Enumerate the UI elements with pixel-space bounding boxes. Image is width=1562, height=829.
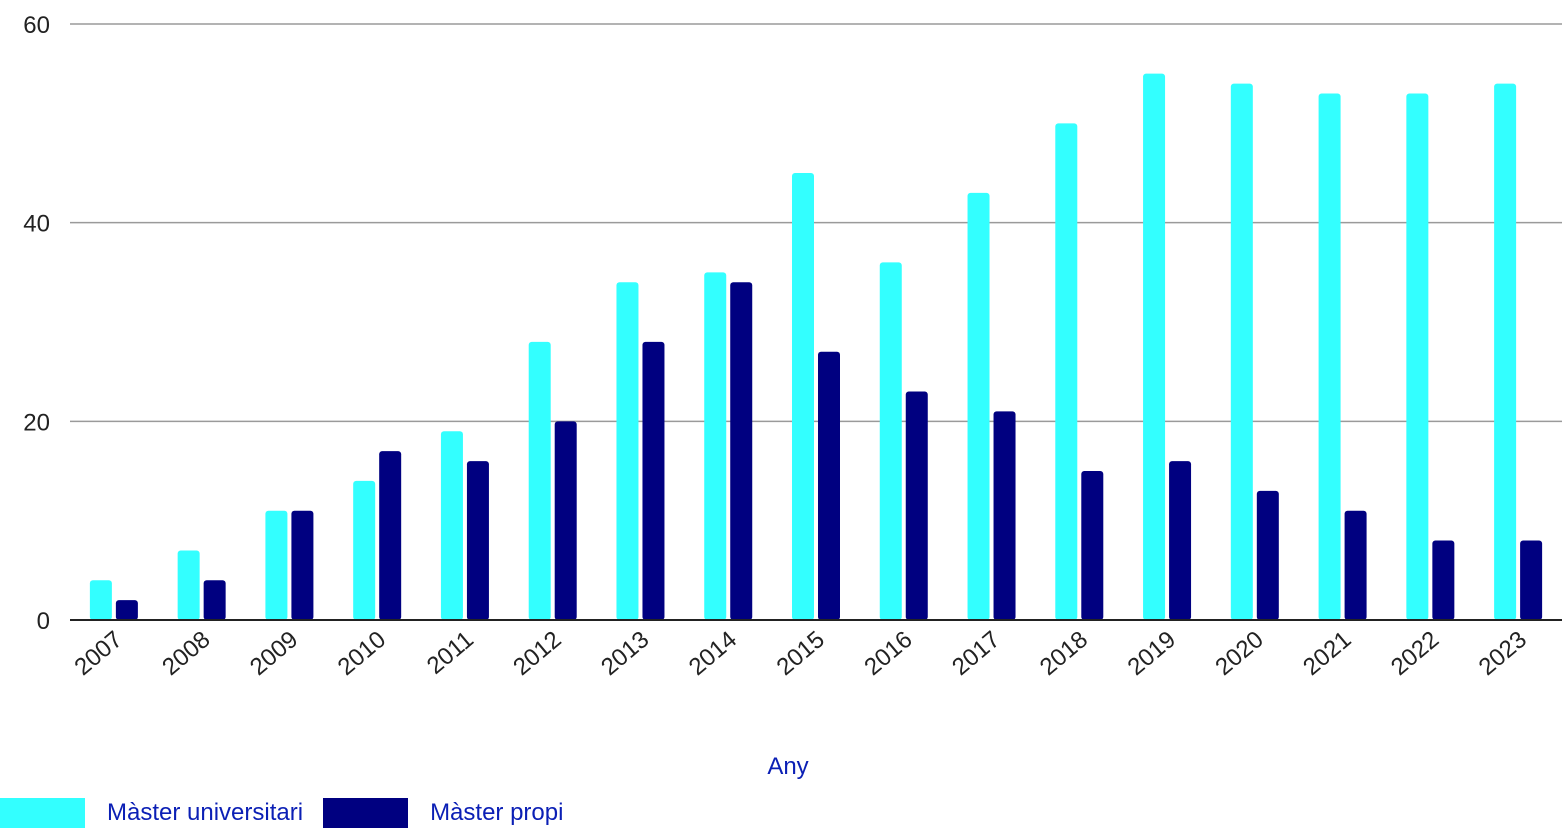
x-tick-label: 2019 xyxy=(1123,626,1181,681)
y-tick-label: 60 xyxy=(23,12,50,39)
x-tick-label: 2009 xyxy=(245,626,303,681)
bar-series-2-2009 xyxy=(291,510,314,620)
y-axis-ticks: 0 20 40 60 xyxy=(23,12,50,635)
x-tick-label: 2018 xyxy=(1035,626,1093,681)
bar-series-1-2010 xyxy=(353,480,376,620)
x-tick-label: 2013 xyxy=(596,626,654,681)
legend-item-series-1: Màster universitari xyxy=(0,798,303,828)
bar-series-2-2013 xyxy=(642,341,665,620)
bar-series-1-2012 xyxy=(528,341,551,620)
x-tick-label: 2021 xyxy=(1298,626,1356,681)
legend: Màster universitari Màster propi xyxy=(0,798,583,828)
x-tick-label: 2023 xyxy=(1474,626,1532,681)
bar-series-1-2017 xyxy=(967,192,990,620)
bar-series-1-2016 xyxy=(879,262,902,620)
bar-series-2-2023 xyxy=(1520,540,1543,620)
legend-label-series-2: Màster propi xyxy=(430,799,564,826)
bar-series-1-2023 xyxy=(1494,83,1517,621)
bars xyxy=(70,73,1562,621)
bar-series-2-2016 xyxy=(905,391,928,620)
x-tick-label: 2016 xyxy=(859,626,917,681)
legend-item-series-2: Màster propi xyxy=(323,798,563,828)
bar-series-1-2018 xyxy=(1055,123,1078,620)
x-tick-label: 2010 xyxy=(333,626,391,681)
legend-label-series-1: Màster universitari xyxy=(107,799,304,826)
bar-series-1-2021 xyxy=(1318,93,1341,621)
x-tick-label: 2011 xyxy=(422,626,479,680)
bar-series-1-2011 xyxy=(440,431,463,620)
bar-series-2-2012 xyxy=(554,421,577,620)
bar-series-2-2011 xyxy=(466,461,489,620)
bar-series-2-2017 xyxy=(993,411,1016,620)
x-tick-label: 2020 xyxy=(1210,626,1268,681)
bar-series-2-2015 xyxy=(818,351,840,620)
bar-series-2-2010 xyxy=(379,451,402,620)
bar-series-2-2019 xyxy=(1169,461,1192,620)
bar-series-1-2013 xyxy=(616,282,639,620)
x-axis-label: Any xyxy=(767,753,808,780)
bar-series-2-2022 xyxy=(1432,540,1455,620)
y-tick-label: 40 xyxy=(23,211,50,238)
bar-series-1-2020 xyxy=(1230,83,1253,621)
bar-chart: 0 20 40 60 2007 2008 2009 2010 2011 2012 2013 2014… xyxy=(23,12,1562,780)
y-tick-label: 20 xyxy=(23,409,50,436)
bar-series-1-2014 xyxy=(704,272,727,620)
x-tick-label: 2022 xyxy=(1386,626,1444,681)
legend-swatch-series-1 xyxy=(0,798,85,828)
bar-series-1-2019 xyxy=(1143,73,1166,620)
bar-series-1-2009 xyxy=(265,510,288,620)
x-tick-label: 2012 xyxy=(508,626,566,681)
x-tick-label: 2015 xyxy=(772,626,830,681)
x-tick-label: 2017 xyxy=(947,626,1005,681)
y-tick-label: 0 xyxy=(37,608,50,635)
bar-series-2-2021 xyxy=(1344,510,1367,620)
legend-swatch-series-2 xyxy=(323,798,409,828)
bar-series-1-2022 xyxy=(1406,93,1429,621)
bar-series-1-2008 xyxy=(177,550,200,620)
bar-series-1-2007 xyxy=(89,580,112,620)
bar-series-2-2018 xyxy=(1081,471,1104,620)
x-tick-label: 2008 xyxy=(157,626,215,681)
bar-series-1-2015 xyxy=(792,173,814,620)
bar-series-2-2008 xyxy=(203,580,226,620)
x-tick-label: 2014 xyxy=(684,626,742,681)
bar-series-2-2007 xyxy=(115,600,138,620)
x-tick-label: 2007 xyxy=(69,626,127,681)
bar-series-2-2014 xyxy=(730,282,753,620)
bar-series-2-2020 xyxy=(1256,490,1279,620)
x-axis-ticks: 2007 2008 2009 2010 2011 2012 2013 2014 2015 2016… xyxy=(69,626,1531,681)
